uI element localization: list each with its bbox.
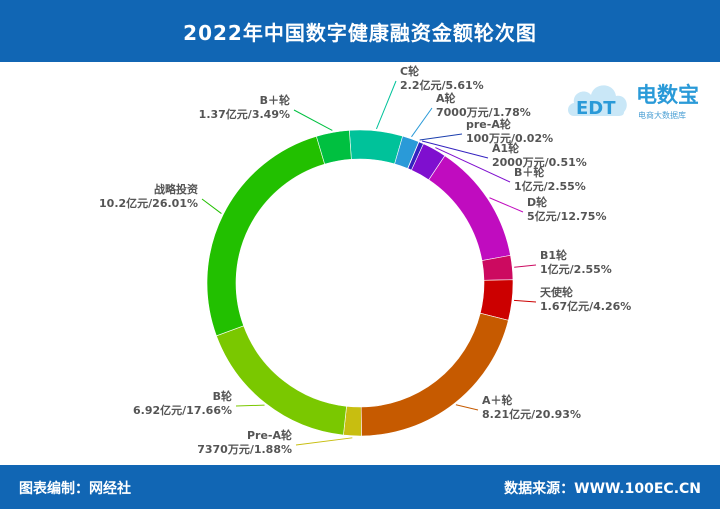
slice-label-name: B轮	[213, 389, 232, 403]
slice-label-name: A＋轮	[482, 393, 513, 407]
slice-label-name: D轮	[527, 195, 547, 209]
slice-label-value: 6.92亿元/17.66%	[133, 403, 232, 417]
leader-line	[411, 107, 433, 138]
donut-slice	[316, 130, 352, 165]
logo-short-text: EDT	[576, 98, 616, 119]
leader-line	[235, 404, 265, 407]
donut-slice	[428, 155, 511, 261]
leader-line	[293, 109, 333, 131]
logo-name-text: 电数宝	[636, 83, 699, 107]
slice-label-value: 100万元/0.02%	[466, 132, 553, 145]
leader-line	[201, 198, 222, 214]
slice-label-value: 8.21亿元/20.93%	[482, 407, 581, 421]
leader-line	[421, 140, 489, 159]
slice-label-name: A1轮	[492, 141, 519, 155]
slice-label-value: 7000万元/1.78%	[436, 106, 531, 119]
slice-label-name: pre-A轮	[466, 117, 511, 131]
footer-source: 数据来源：WWW.100EC.CN	[504, 481, 701, 497]
slice-label-value: 10.2亿元/26.01%	[99, 196, 198, 210]
title-bar: 2022年中国数字健康融资金额轮次图	[0, 0, 720, 62]
donut-slice	[206, 135, 326, 337]
slice-label-name: A轮	[436, 91, 456, 105]
slice-label-name: B＋轮	[260, 93, 290, 107]
leader-line	[489, 197, 524, 213]
slice-label-name: 战略投资	[154, 182, 198, 196]
leader-line	[514, 264, 537, 268]
slice-label-name: C轮	[400, 64, 419, 78]
slice-label-value: 1亿元/2.55%	[514, 179, 586, 193]
slice-label-value: 1亿元/2.55%	[540, 262, 612, 276]
leader-line	[376, 80, 397, 130]
leader-line	[419, 133, 463, 141]
leader-line	[513, 299, 537, 303]
donut-slice	[349, 129, 404, 165]
brand-logo: EDT 电数宝 电商大数据库	[566, 70, 714, 130]
leader-line	[455, 404, 479, 411]
slice-label-name: Pre-A轮	[247, 428, 292, 442]
donut-slice	[216, 325, 347, 436]
slice-label-value: 1.37亿元/3.49%	[199, 107, 290, 121]
slice-label-value: 2.2亿元/5.61%	[400, 78, 484, 92]
chart-title: 2022年中国数字健康融资金额轮次图	[183, 20, 537, 45]
leader-line	[295, 437, 353, 446]
footer-bar: 图表编制：网经社 数据来源：WWW.100EC.CN	[0, 465, 720, 509]
slice-label-value: 5亿元/12.75%	[527, 209, 607, 223]
leader-line	[435, 147, 511, 183]
logo-sub-text: 电商大数据库	[638, 110, 686, 120]
cloud-logo-icon: EDT 电数宝 电商大数据库	[568, 83, 699, 120]
slice-label-value: 1.67亿元/4.26%	[540, 299, 631, 313]
footer-credit: 图表编制：网经社	[19, 481, 131, 497]
slice-label-name: B＋轮	[514, 165, 544, 179]
slice-label-value: 7370万元/1.88%	[197, 443, 292, 456]
slice-label-value: 2000万元/0.51%	[492, 156, 587, 169]
slice-label-name: 天使轮	[540, 285, 573, 299]
slice-label-name: B1轮	[540, 248, 567, 262]
